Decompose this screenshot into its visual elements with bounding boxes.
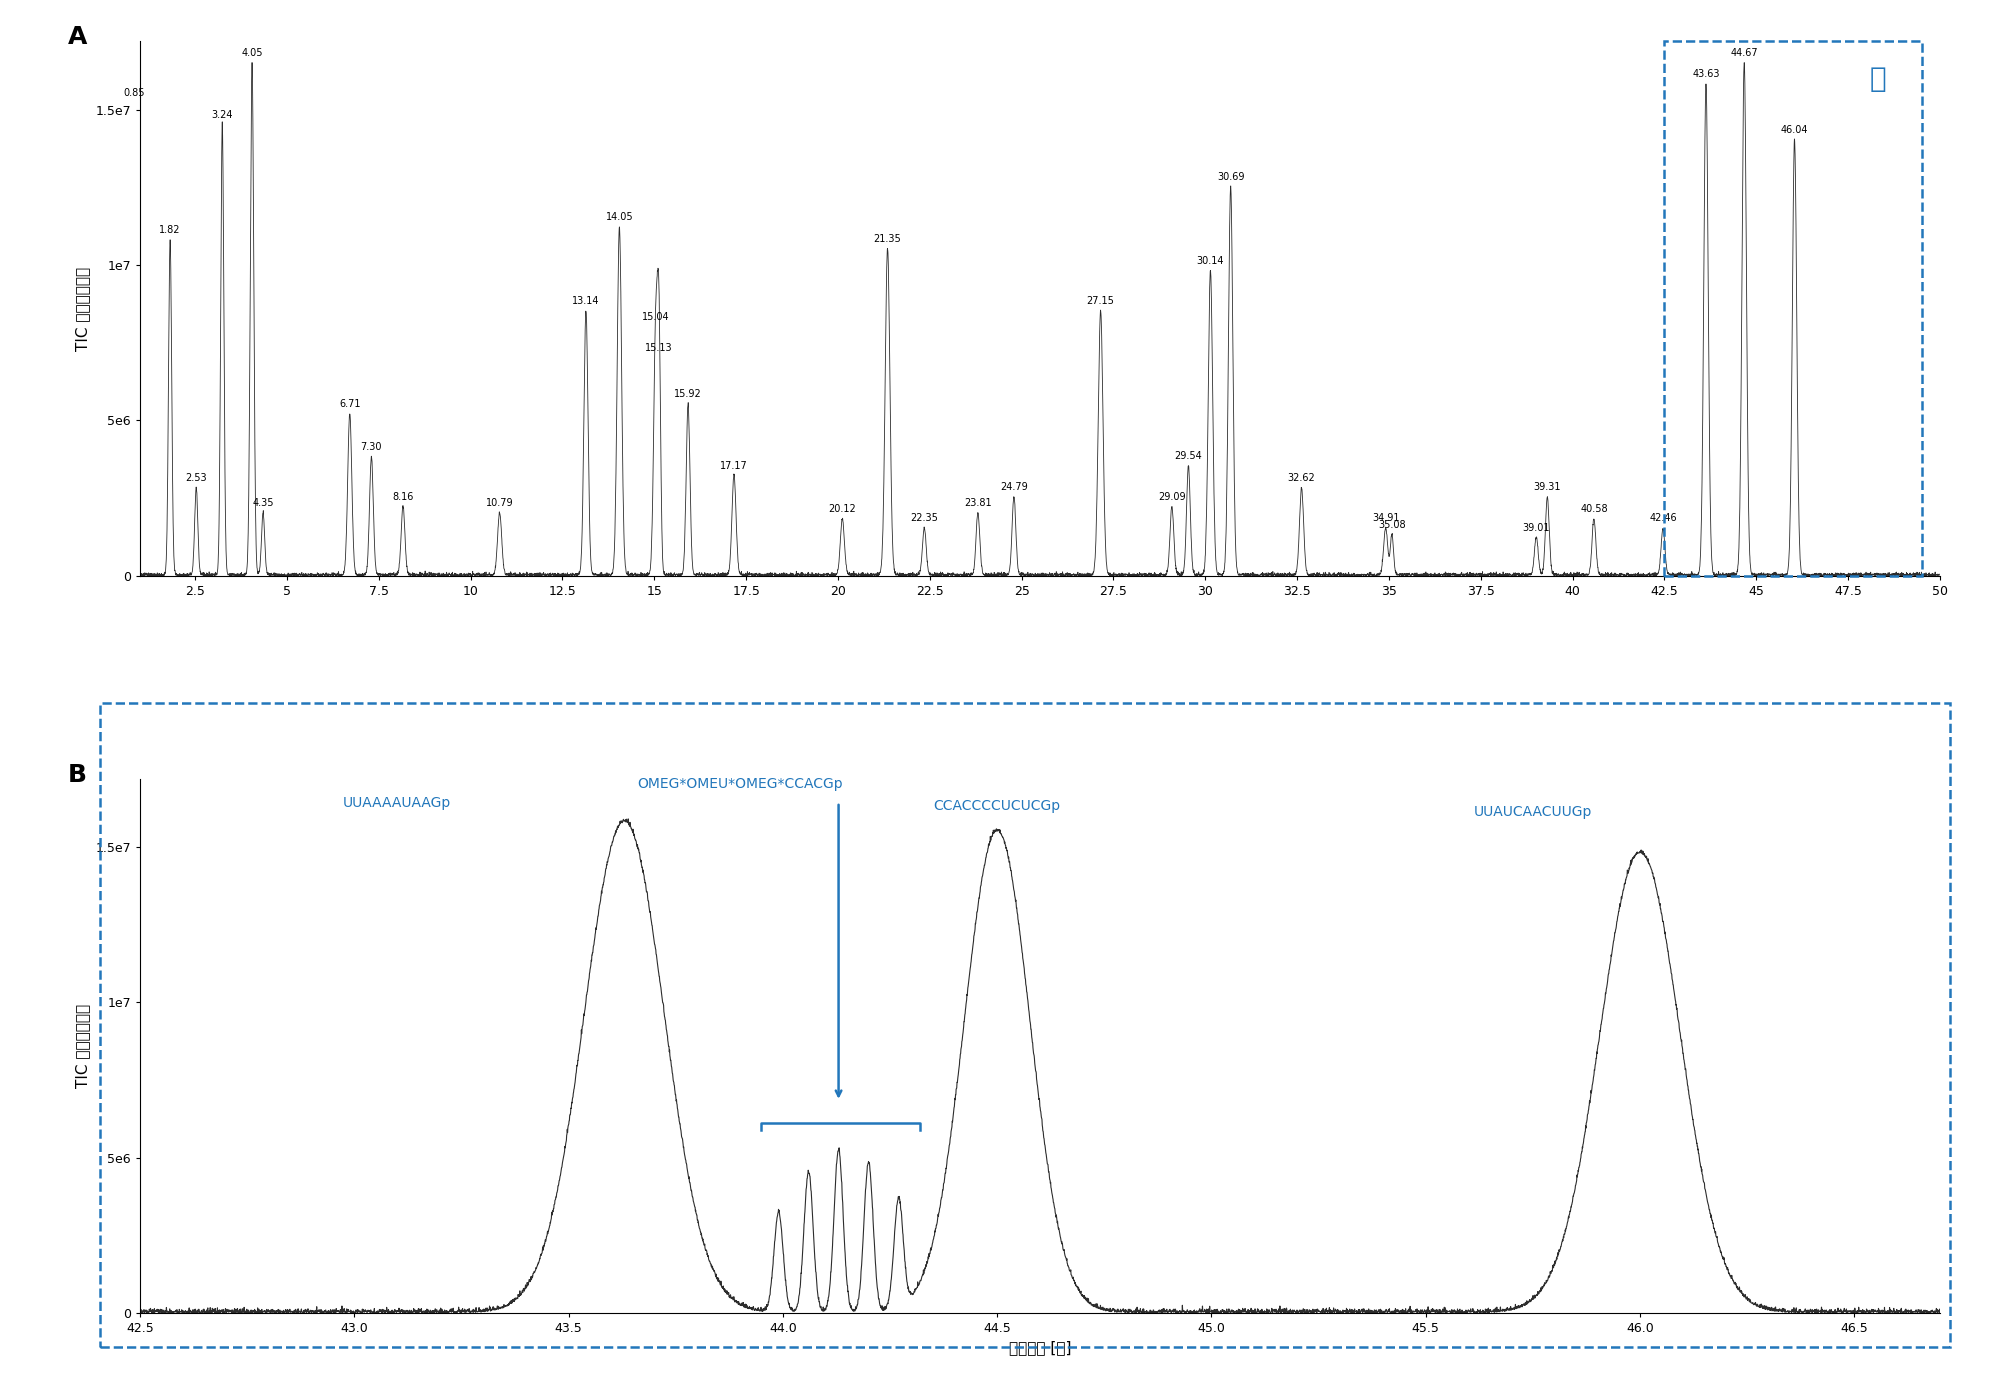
Y-axis label: TIC ［カウント］: TIC ［カウント］ xyxy=(74,267,90,351)
Text: 🔍: 🔍 xyxy=(1870,65,1886,93)
Text: B: B xyxy=(68,763,88,786)
Text: OMEG*OMEU*OMEG*CCACGp: OMEG*OMEU*OMEG*CCACGp xyxy=(638,777,842,791)
Text: CCACCCCUCUCGp: CCACCCCUCUCGp xyxy=(934,799,1060,813)
Text: 21.35: 21.35 xyxy=(874,234,902,245)
Text: 42.46: 42.46 xyxy=(1650,514,1676,524)
Text: 15.13: 15.13 xyxy=(646,343,672,352)
Text: 35.08: 35.08 xyxy=(1378,520,1406,529)
Text: 32.62: 32.62 xyxy=(1288,473,1316,484)
Text: 2.53: 2.53 xyxy=(186,473,208,484)
Text: 30.69: 30.69 xyxy=(1216,171,1244,182)
Text: 15.92: 15.92 xyxy=(674,390,702,399)
Text: 4.35: 4.35 xyxy=(252,498,274,509)
Text: 39.01: 39.01 xyxy=(1522,522,1550,533)
Text: 46.04: 46.04 xyxy=(1780,126,1808,135)
Text: UUAAAAUAAGp: UUAAAAUAAGp xyxy=(344,796,452,810)
Text: 27.15: 27.15 xyxy=(1086,296,1114,305)
Text: 1.82: 1.82 xyxy=(160,225,180,235)
Text: 0.85: 0.85 xyxy=(124,88,146,98)
Text: 23.81: 23.81 xyxy=(964,498,992,509)
Y-axis label: TIC ［カウント］: TIC ［カウント］ xyxy=(74,1003,90,1088)
Text: 39.31: 39.31 xyxy=(1534,482,1562,492)
Text: UUAUCAACUUGp: UUAUCAACUUGp xyxy=(1474,806,1592,820)
Text: 14.05: 14.05 xyxy=(606,213,634,223)
Text: 15.04: 15.04 xyxy=(642,311,670,322)
Text: 22.35: 22.35 xyxy=(910,514,938,524)
Text: 20.12: 20.12 xyxy=(828,504,856,514)
Text: 8.16: 8.16 xyxy=(392,492,414,502)
Text: 13.14: 13.14 xyxy=(572,296,600,305)
Text: 3.24: 3.24 xyxy=(212,109,234,120)
Bar xyxy=(1664,41,1922,576)
X-axis label: 保持時間 [分]: 保持時間 [分] xyxy=(1008,1341,1072,1356)
Text: 34.91: 34.91 xyxy=(1372,514,1400,524)
Text: 10.79: 10.79 xyxy=(486,498,514,509)
Text: 7.30: 7.30 xyxy=(360,442,382,452)
Text: 29.09: 29.09 xyxy=(1158,492,1186,502)
Text: 40.58: 40.58 xyxy=(1580,504,1608,514)
Text: 43.63: 43.63 xyxy=(1692,69,1720,79)
Text: 44.67: 44.67 xyxy=(1730,47,1758,58)
Text: 4.05: 4.05 xyxy=(242,47,262,58)
Text: 29.54: 29.54 xyxy=(1174,452,1202,462)
Text: 30.14: 30.14 xyxy=(1196,256,1224,265)
Text: 6.71: 6.71 xyxy=(340,398,360,409)
Text: 24.79: 24.79 xyxy=(1000,482,1028,492)
Text: A: A xyxy=(68,25,88,50)
Text: 17.17: 17.17 xyxy=(720,460,748,471)
